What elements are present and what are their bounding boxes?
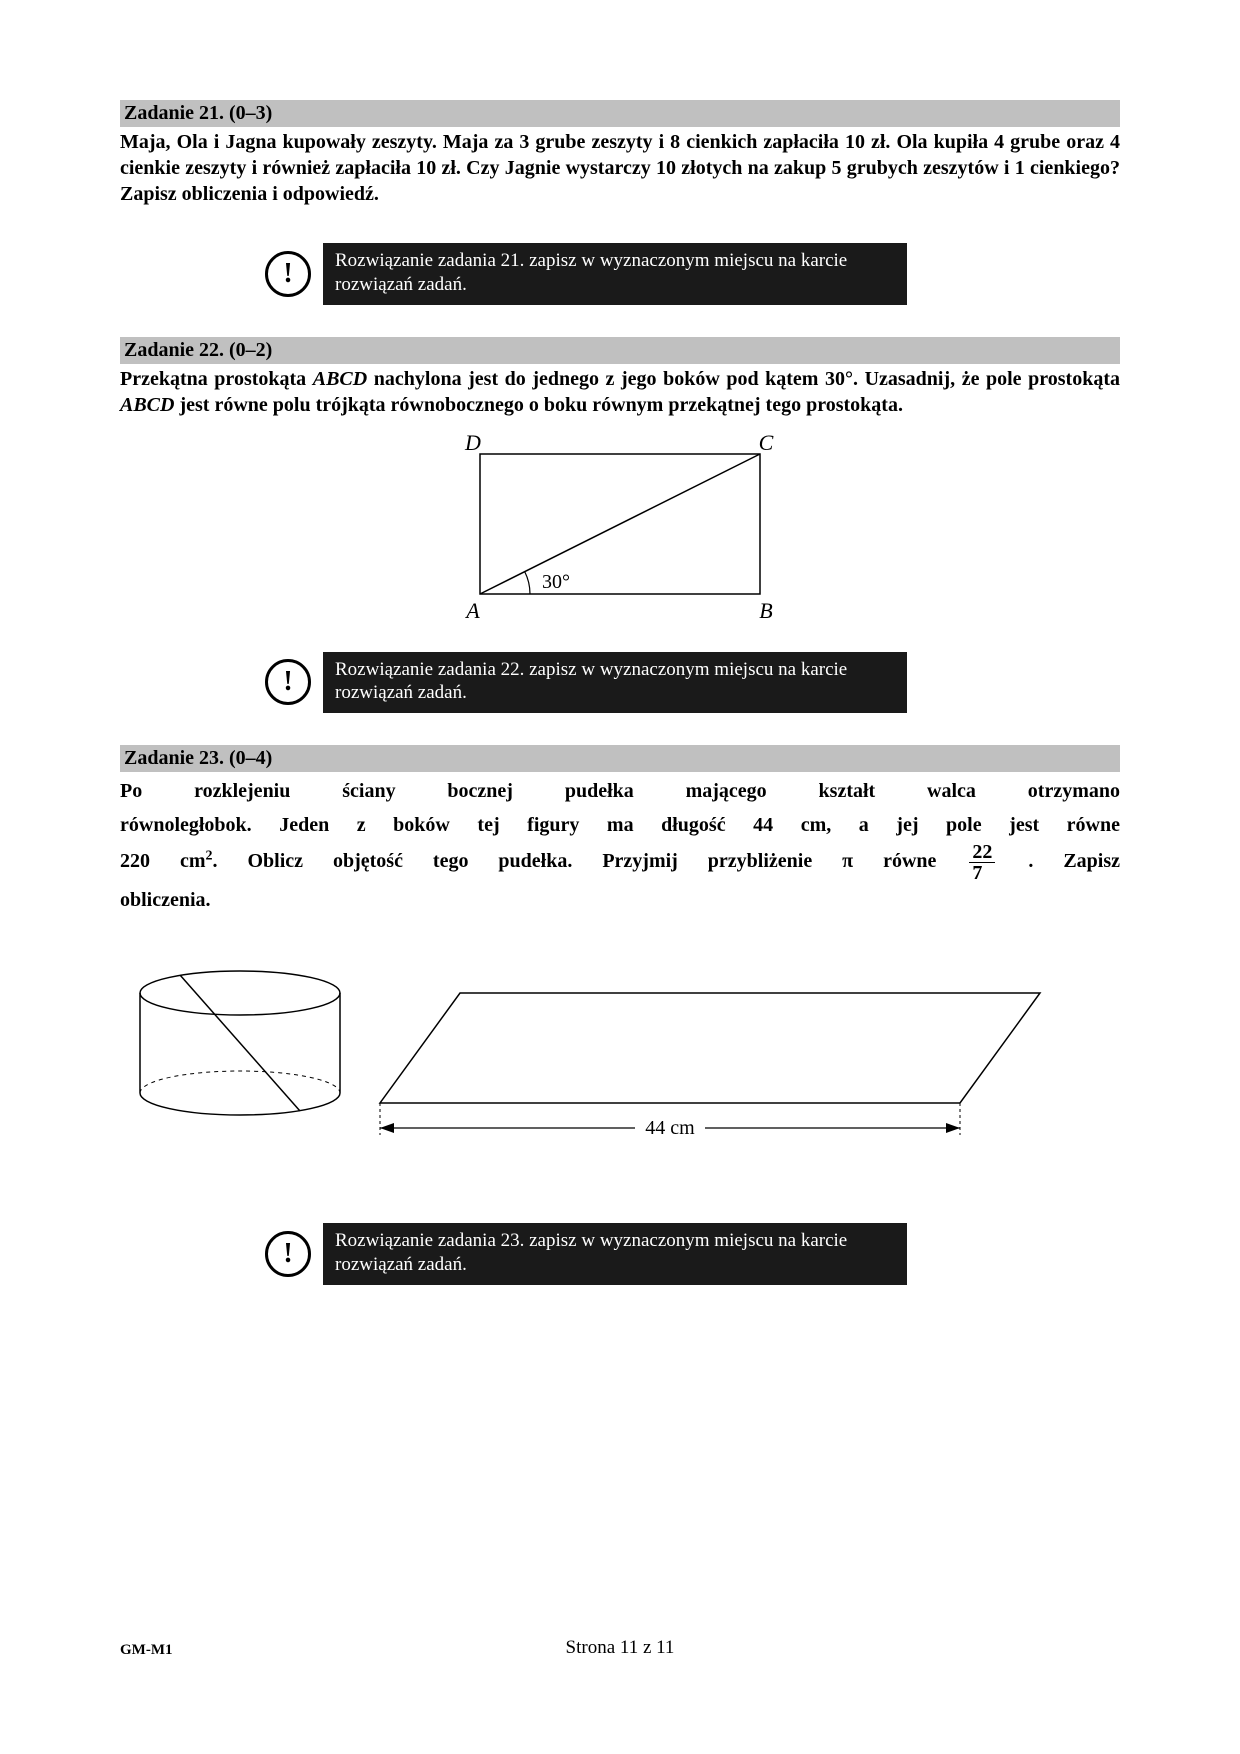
- task22-abcd: ABCD: [120, 394, 174, 416]
- task21-body: Maja, Ola i Jagna kupowały zeszyty. Maja…: [120, 129, 1120, 207]
- task22-header: Zadanie 22. (0–2): [120, 337, 1120, 364]
- task22-abcd: ABCD: [313, 368, 367, 390]
- task21-note-row: ! Rozwiązanie zadania 21. zapisz w wyzna…: [265, 243, 1120, 305]
- task23-diagram: 44 cm: [120, 963, 1120, 1169]
- task23-line1: Po rozklejeniu ściany bocznej pudełka ma…: [120, 774, 1120, 808]
- svg-text:44 cm: 44 cm: [645, 1117, 695, 1139]
- task23-line4: obliczenia.: [120, 883, 1120, 917]
- task22-text: jest równe polu trójkąta równobocznego o…: [174, 394, 902, 416]
- svg-text:D: D: [464, 432, 481, 455]
- task23-line2: równoległobok. Jeden z boków tej figury …: [120, 808, 1120, 842]
- exclamation-icon: !: [265, 1231, 311, 1277]
- task22-note: Rozwiązanie zadania 22. zapisz w wyznacz…: [323, 652, 907, 714]
- task22-text: Przekątna prostokąta: [120, 368, 313, 390]
- svg-text:B: B: [759, 598, 772, 623]
- exclamation-icon: !: [265, 659, 311, 705]
- task21-note: Rozwiązanie zadania 21. zapisz w wyznacz…: [323, 243, 907, 305]
- task22-diagram: D C A B 30°: [120, 432, 1120, 638]
- svg-text:C: C: [759, 432, 774, 455]
- task22-body: Przekątna prostokąta ABCD nachylona jest…: [120, 366, 1120, 418]
- task23-line3: 220 cm2. Oblicz objętość tego pudełka. P…: [120, 842, 1120, 883]
- svg-text:30°: 30°: [542, 571, 570, 593]
- exclamation-icon: !: [265, 251, 311, 297]
- task23-note: Rozwiązanie zadania 23. zapisz w wyznacz…: [323, 1223, 907, 1285]
- task23-body: Po rozklejeniu ściany bocznej pudełka ma…: [120, 774, 1120, 917]
- footer-page: Strona 11 z 11: [0, 1637, 1240, 1659]
- task21-header: Zadanie 21. (0–3): [120, 100, 1120, 127]
- task23-header: Zadanie 23. (0–4): [120, 745, 1120, 772]
- svg-text:A: A: [464, 598, 480, 623]
- fraction-22-7: 227: [969, 842, 995, 883]
- task22-text: nachylona jest do jednego z jego boków p…: [367, 368, 1120, 390]
- task22-note-row: ! Rozwiązanie zadania 22. zapisz w wyzna…: [265, 652, 1120, 714]
- task23-note-row: ! Rozwiązanie zadania 23. zapisz w wyzna…: [265, 1223, 1120, 1285]
